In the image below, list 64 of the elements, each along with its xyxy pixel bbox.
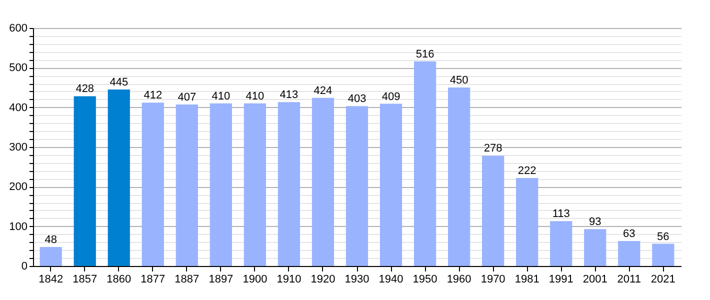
bar [278, 102, 300, 266]
data-label: 409 [382, 90, 400, 103]
bar [176, 104, 198, 266]
data-label: 278 [484, 142, 502, 155]
x-tick-label: 1897 [208, 274, 234, 286]
x-tick-label: 1920 [310, 274, 336, 286]
bar [210, 103, 232, 266]
bar [74, 96, 96, 266]
bar [618, 241, 640, 266]
data-label: 516 [416, 48, 434, 60]
y-tick-label: 200 [9, 181, 28, 194]
x-tick-label: 1900 [242, 274, 268, 286]
x-tick-label: 1860 [106, 274, 132, 286]
bar [40, 246, 62, 266]
bar [346, 106, 368, 266]
x-tick-label: 1970 [480, 274, 506, 286]
bar [482, 156, 504, 266]
y-tick-label: 0 [21, 260, 28, 272]
data-label: 410 [246, 90, 264, 102]
bar [414, 61, 436, 266]
bar [380, 104, 402, 266]
x-tick-label: 1857 [72, 274, 98, 286]
bar [584, 229, 606, 266]
bar [312, 98, 334, 266]
x-tick-label: 1950 [412, 274, 438, 286]
data-label: 113 [552, 208, 570, 220]
data-label: 428 [76, 83, 94, 96]
bar [244, 103, 266, 266]
y-tick-label: 500 [9, 62, 28, 74]
data-label: 450 [450, 74, 468, 86]
data-label: 222 [518, 164, 536, 177]
data-label: 424 [314, 84, 332, 97]
x-tick-label: 2021 [650, 274, 676, 286]
bar [108, 89, 130, 266]
bar [448, 88, 470, 266]
data-label: 445 [110, 76, 128, 88]
x-tick-label: 1887 [174, 274, 200, 286]
x-tick-label: 1991 [548, 274, 574, 286]
y-tick-label: 100 [9, 220, 28, 233]
y-tick-label: 400 [9, 102, 28, 114]
data-label: 403 [348, 93, 366, 106]
data-label: 412 [144, 90, 162, 102]
x-tick-label: 2011 [617, 274, 641, 286]
data-label: 56 [657, 230, 670, 243]
data-label: 48 [44, 234, 57, 246]
x-tick-label: 1940 [378, 274, 404, 286]
data-label: 93 [588, 216, 602, 228]
data-label: 407 [178, 92, 196, 104]
x-tick-label: 1960 [446, 274, 472, 286]
data-label: 63 [623, 228, 636, 240]
y-tick-label: 300 [9, 142, 28, 154]
bar [142, 102, 164, 266]
x-tick-label: 1877 [140, 274, 166, 286]
x-tick-label: 1842 [38, 274, 64, 286]
x-tick-label: 1930 [344, 274, 370, 286]
bar [516, 178, 538, 266]
bar [652, 244, 674, 266]
x-tick-label: 1981 [514, 274, 540, 286]
data-label: 413 [280, 89, 298, 102]
data-label: 410 [212, 90, 230, 102]
x-tick-label: 2001 [582, 274, 608, 286]
y-tick-label: 600 [9, 22, 28, 34]
x-tick-label: 1910 [276, 274, 302, 286]
bar [550, 221, 572, 266]
